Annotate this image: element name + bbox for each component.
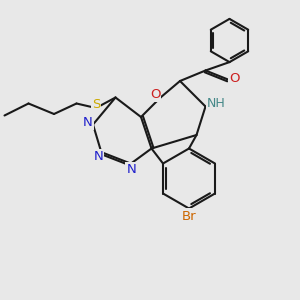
Text: O: O xyxy=(230,72,240,86)
Text: N: N xyxy=(127,163,136,176)
Text: S: S xyxy=(92,98,100,111)
Text: N: N xyxy=(94,150,103,164)
Text: O: O xyxy=(150,88,160,101)
Text: N: N xyxy=(83,116,92,129)
Text: NH: NH xyxy=(207,97,225,110)
Text: Br: Br xyxy=(182,209,196,223)
